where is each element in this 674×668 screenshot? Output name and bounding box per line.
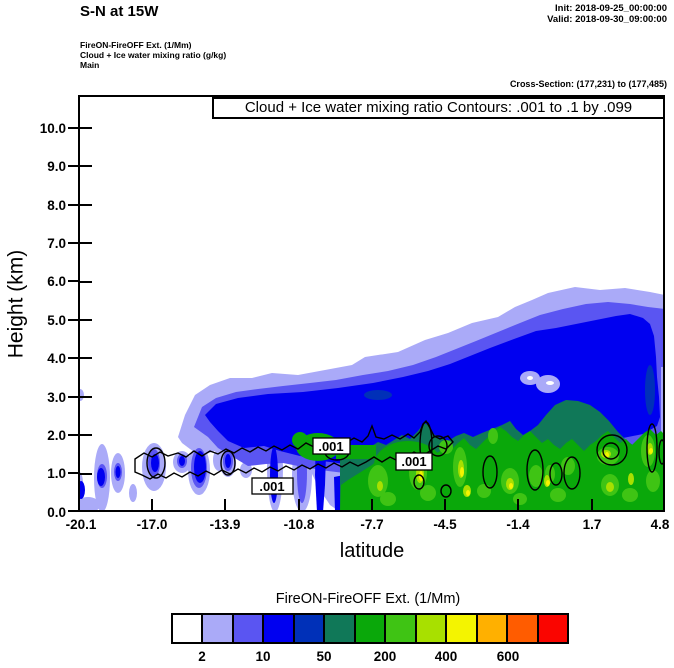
init-time: Init: 2018-09-25_00:00:00 [555,3,667,14]
y-tick-mark [68,165,79,167]
x-axis-title: latitude [339,540,405,562]
y-tick-label: 6.0 [47,274,66,289]
y-tick-mark [68,472,79,474]
colorbar-cell [325,615,356,642]
colorbar-cell [203,615,234,642]
x-tick-label: -13.9 [209,517,241,532]
colorbar-label: 400 [434,649,458,664]
contour-label-3: .001 [259,479,284,494]
y-tick-mark [68,127,79,129]
x-tick-label: -1.4 [506,517,530,532]
colorbar-cell [233,615,265,642]
x-tick-label: -20.1 [65,517,97,532]
y-tick-label: 2.0 [47,428,66,443]
white-dots [527,376,554,385]
colorbar-cell [264,615,295,642]
colorbar-cell [386,615,417,642]
colorbar-cell [294,615,326,642]
y-tick-label: 8.0 [47,198,66,213]
colorbar-label: 2 [198,649,206,664]
colorbar-cell [173,615,204,642]
y-tick-label: 7.0 [47,236,66,251]
y-tick-mark [68,319,79,321]
y-tick-mark [68,510,79,512]
plot-area: .001 .001 .001 [78,95,665,512]
x-tick-label: 4.8 [650,517,670,532]
field-labels: FireON-FireOFF Ext. (1/Mm) Cloud + Ice w… [80,40,226,70]
colorbar-cell [447,615,478,642]
x-tick-label: -4.5 [433,517,457,532]
y-tick-label: 0.0 [47,505,66,520]
model-times: Init: 2018-09-25_00:00:00 Valid: 2018-09… [547,3,667,25]
y-tick-mark [68,280,79,282]
x-tick-label: -17.0 [136,517,168,532]
cloud-contour-lines [134,419,663,498]
y-axis-title: Height (km) [4,249,28,359]
colorbar-cell [538,615,568,642]
colorbar-cell [355,615,387,642]
x-tick-label: 1.7 [582,517,602,532]
y-tick-label: 3.0 [47,390,66,405]
y-tick-mark [68,396,79,398]
x-tick-label: -7.7 [360,517,384,532]
axis-tick-marks [80,127,593,510]
y-tick-label: 4.0 [47,351,66,366]
colorbar [171,613,569,644]
colorbar-label: 50 [316,649,332,664]
colorbar-cell [508,615,539,642]
y-tick-label: 10.0 [39,121,66,136]
colorbar-title: FireON-FireOFF Ext. (1/Mm) [275,591,461,607]
y-tick-mark [68,434,79,436]
contour-label-2: .001 [401,454,426,469]
colorbar-cell [477,615,509,642]
cross-section-label: Cross-Section: (177,231) to (177,485) [509,79,667,89]
contour-field: .001 .001 .001 [80,127,663,510]
colorbar-cell [416,615,448,642]
colorbar-label: 600 [496,649,520,664]
shade-cells-yellow [419,448,653,496]
plot-title: Cloud + Ice water mixing ratio Contours:… [212,97,665,119]
y-tick-label: 5.0 [47,313,66,328]
field-label-1: FireON-FireOFF Ext. (1/Mm) [80,40,192,50]
y-tick-mark [68,357,79,359]
y-tick-label: 9.0 [47,159,66,174]
field-label-3: Main [80,60,100,70]
y-tick-mark [68,242,79,244]
contour-labels: .001 .001 .001 [251,437,433,495]
colorbar-label: 200 [373,649,397,664]
field-label-2: Cloud + Ice water mixing ratio (g/kg) [80,50,227,60]
shade-band-navy [364,365,655,415]
valid-time: Valid: 2018-09-30_09:00:00 [547,14,667,25]
page-title: S-N at 15W [80,3,159,20]
y-tick-label: 1.0 [47,466,66,481]
colorbar-label: 10 [255,649,271,664]
contour-label-1: .001 [318,439,343,454]
y-tick-mark [68,204,79,206]
x-tick-label: -10.8 [283,517,315,532]
